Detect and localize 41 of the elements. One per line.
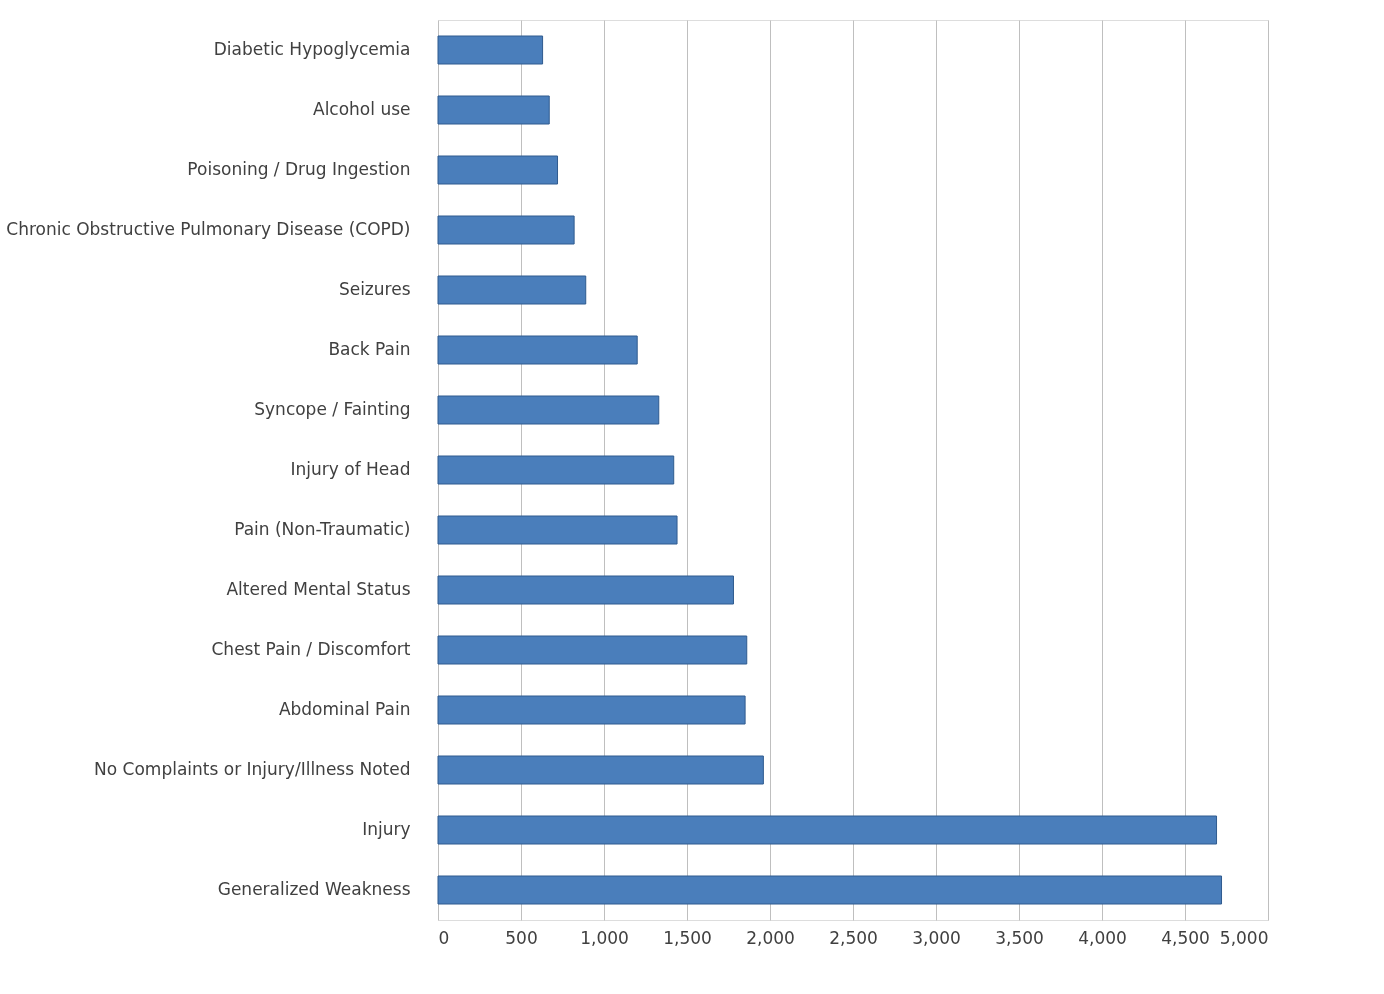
bar [437,755,764,785]
x-tick-label: 1,000 [580,927,629,948]
bar [437,35,544,65]
bar [437,455,675,485]
y-tick-label: Pain (Non-Traumatic) [234,519,411,539]
y-tick-label: Injury [362,819,411,839]
x-tick-label: 4,000 [1078,927,1127,948]
y-tick-label: Abdominal Pain [278,699,411,719]
bar [437,635,748,665]
y-tick-label: Seizures [338,279,411,299]
y-tick-label: No Complaints or Injury/Illness Noted [94,759,411,779]
x-tick-label: 1,500 [663,927,712,948]
x-tick-label: 3,500 [995,927,1044,948]
bar [437,215,575,245]
x-tick-label: 2,000 [746,927,795,948]
x-tick-label: 3,000 [912,927,961,948]
bar [437,395,660,425]
bar [437,515,678,545]
y-tick-label: Diabetic Hypoglycemia [213,39,411,59]
x-tick-label: 5,000 [1219,927,1269,948]
bar [437,335,638,365]
y-tick-label: Syncope / Fainting [254,399,411,419]
x-tick-label: 0 [438,927,450,948]
x-tick-label: 500 [505,927,538,948]
bar [437,155,559,185]
x-tick-label: 2,500 [829,927,878,948]
bar [437,575,734,605]
bar [437,875,1223,905]
y-tick-label: Injury of Head [290,459,411,479]
y-tick-label: Chronic Obstructive Pulmonary Disease (COPD) [6,219,411,239]
y-tick-label: Alcohol use [313,99,411,119]
bar [437,95,550,125]
y-tick-label: Altered Mental Status [226,579,411,599]
y-tick-label: Generalized Weakness [217,879,411,899]
bar [437,695,746,725]
bar [437,275,587,305]
x-tick-label: 4,500 [1161,927,1210,948]
y-tick-label: Back Pain [328,339,411,359]
y-tick-label: Poisoning / Drug Ingestion [187,159,411,179]
bar [437,815,1218,845]
y-tick-label: Chest Pain / Discomfort [211,639,411,659]
